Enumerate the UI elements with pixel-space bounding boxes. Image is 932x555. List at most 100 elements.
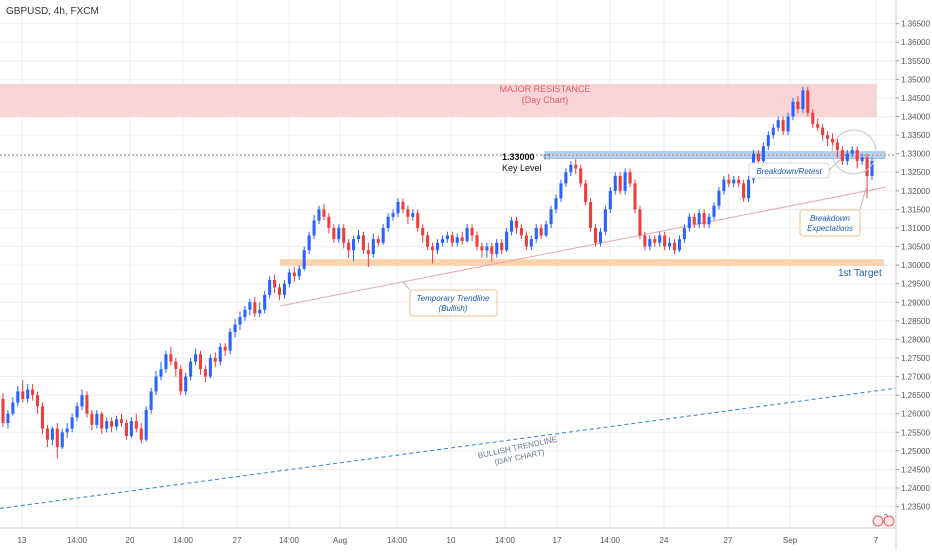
candle-body xyxy=(36,395,40,407)
candle-body xyxy=(159,369,163,377)
candle-body xyxy=(643,235,647,247)
candle-body xyxy=(460,237,464,241)
candle-body xyxy=(194,354,198,362)
time-tick-label: 13 xyxy=(18,536,27,545)
candle-body xyxy=(766,135,770,147)
candle-body xyxy=(628,172,632,184)
candle-body xyxy=(806,90,810,113)
candle-body xyxy=(564,172,568,184)
candle-body xyxy=(663,235,667,247)
pointing-hand-icon: ☜ xyxy=(540,150,551,164)
candle-body xyxy=(248,302,252,310)
candle-body xyxy=(95,413,99,425)
price-tick-label: 1.35000 xyxy=(901,75,930,84)
candle-body xyxy=(129,421,133,436)
candle-body xyxy=(623,172,627,191)
price-axis: 1.36500 1.36000 1.35500 1.35000 1.34500 1.340… xyxy=(895,0,932,550)
time-tick-label: 24 xyxy=(660,536,669,545)
candle-body xyxy=(189,361,193,377)
candle-body xyxy=(75,406,79,418)
candle-body xyxy=(756,153,760,162)
candle-body xyxy=(672,242,677,251)
candle-body xyxy=(845,153,849,162)
candle-body xyxy=(26,389,30,399)
candle-body xyxy=(287,272,291,284)
candle-body xyxy=(292,272,296,277)
candle-body xyxy=(50,428,54,440)
price-tick-label: 1.27500 xyxy=(901,354,930,363)
candle-body xyxy=(396,201,400,214)
candle-body xyxy=(826,135,830,139)
candle-body xyxy=(485,246,489,251)
price-tick-label: 1.34000 xyxy=(901,113,930,122)
symbol-title: GBPUSD, 4h, FXCM xyxy=(6,6,99,17)
temporary-trendline-line1: Temporary Trendline xyxy=(417,294,490,303)
candle-body xyxy=(470,227,474,236)
time-tick-label: 27 xyxy=(724,536,733,545)
candle-body xyxy=(282,283,286,295)
temporary-trendline-pointer xyxy=(402,281,411,291)
candle-body xyxy=(139,428,143,440)
time-tick-label: 14:00 xyxy=(600,536,621,545)
candle-body xyxy=(416,213,420,228)
candle-body xyxy=(702,213,706,225)
candle-body xyxy=(426,235,430,247)
candle-body xyxy=(371,239,375,254)
candle-body xyxy=(164,354,168,370)
candle-body xyxy=(737,179,741,184)
candle-body xyxy=(169,354,173,362)
candle-body xyxy=(144,409,148,440)
major-resistance-label: MAJOR RESISTANCE xyxy=(500,84,591,94)
time-tick-label: Aug xyxy=(333,536,347,545)
time-tick-label: 17 xyxy=(553,536,562,545)
candle-body xyxy=(613,175,617,191)
candle-body xyxy=(277,287,282,295)
candle-body xyxy=(179,369,183,392)
candle-body xyxy=(218,346,222,362)
candle-body xyxy=(327,216,331,228)
price-tick-label: 1.27000 xyxy=(901,373,930,382)
candles xyxy=(1,86,874,459)
candle-body xyxy=(119,419,124,423)
candle-body xyxy=(154,376,158,392)
candle-body xyxy=(105,421,109,429)
candle-body xyxy=(495,242,499,254)
candle-body xyxy=(110,421,114,427)
price-axis-bg xyxy=(896,0,932,550)
candle-body xyxy=(198,354,203,370)
candle-body xyxy=(233,324,237,332)
candle-body xyxy=(761,146,765,162)
candle-body xyxy=(203,369,207,377)
candle-body xyxy=(801,90,805,110)
candle-body xyxy=(692,216,696,225)
candle-body xyxy=(268,279,272,295)
candle-body xyxy=(603,209,607,232)
candle-body xyxy=(707,216,711,225)
candle-body xyxy=(658,235,662,243)
key-level-label: Key Level xyxy=(502,163,542,173)
candle-body xyxy=(45,428,49,440)
candle-body xyxy=(480,246,484,251)
breakdown-expectations-box xyxy=(799,209,861,237)
breakdown-retest-label: Breakdown/Retest xyxy=(756,167,822,176)
price-tick-label: 1.31000 xyxy=(901,224,930,233)
candle-body xyxy=(406,209,410,217)
candle-body xyxy=(682,227,686,240)
candle-body xyxy=(421,227,425,236)
candle-body xyxy=(835,142,839,150)
candle-body xyxy=(796,101,800,110)
candle-body xyxy=(455,237,459,243)
candle-body xyxy=(1,398,5,423)
candle-body xyxy=(781,120,785,132)
candle-body xyxy=(184,376,188,392)
time-tick-label: 14:00 xyxy=(67,536,88,545)
candle-body xyxy=(55,428,59,448)
price-tick-label: 1.26500 xyxy=(901,391,930,400)
candle-body xyxy=(855,149,859,162)
candle-body xyxy=(791,101,795,117)
price-tick-label: 1.36500 xyxy=(901,20,930,29)
candle-body xyxy=(584,183,588,202)
price-tick-label: 1.34500 xyxy=(901,94,930,103)
